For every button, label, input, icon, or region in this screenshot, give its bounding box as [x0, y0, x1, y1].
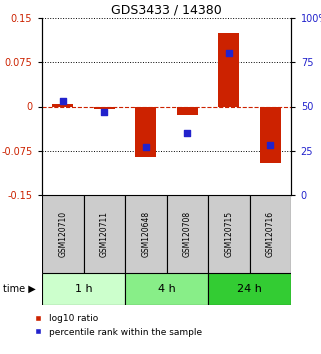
Bar [208, 273, 291, 305]
Bar [208, 195, 249, 273]
Text: GSM120716: GSM120716 [266, 211, 275, 257]
Point [60, 98, 65, 104]
Point [185, 130, 190, 136]
Bar [125, 195, 167, 273]
Bar [83, 195, 125, 273]
Legend: log10 ratio, percentile rank within the sample: log10 ratio, percentile rank within the … [30, 309, 207, 341]
Text: GSM120711: GSM120711 [100, 211, 109, 257]
Point [226, 51, 231, 56]
Title: GDS3433 / 14380: GDS3433 / 14380 [111, 4, 222, 17]
Bar [167, 195, 208, 273]
Bar [42, 195, 83, 273]
Text: 1 h: 1 h [75, 284, 92, 294]
Bar [52, 104, 73, 107]
Text: 4 h: 4 h [158, 284, 175, 294]
Bar [249, 195, 291, 273]
Bar [218, 33, 239, 107]
Bar [135, 107, 156, 157]
Text: GSM120715: GSM120715 [224, 211, 233, 257]
Bar [260, 107, 281, 162]
Bar [125, 273, 208, 305]
Bar [42, 273, 125, 305]
Point [102, 109, 107, 115]
Text: GSM120710: GSM120710 [58, 211, 67, 257]
Bar [94, 107, 115, 109]
Text: GSM120648: GSM120648 [141, 211, 150, 257]
Point [268, 143, 273, 148]
Text: GSM120708: GSM120708 [183, 211, 192, 257]
Point [143, 144, 148, 150]
Bar [177, 107, 198, 115]
Text: 24 h: 24 h [237, 284, 262, 294]
Text: time ▶: time ▶ [3, 284, 36, 294]
